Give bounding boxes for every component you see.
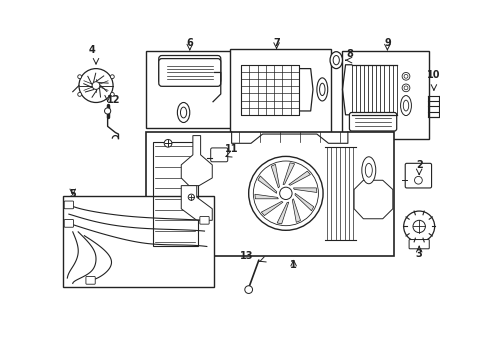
Polygon shape — [288, 171, 310, 185]
Polygon shape — [294, 193, 313, 211]
Polygon shape — [181, 186, 212, 220]
FancyBboxPatch shape — [86, 276, 95, 284]
Ellipse shape — [316, 78, 327, 101]
Text: 2: 2 — [415, 160, 422, 170]
Ellipse shape — [177, 103, 189, 122]
Polygon shape — [293, 188, 316, 193]
Circle shape — [248, 156, 323, 230]
FancyBboxPatch shape — [200, 216, 209, 224]
Circle shape — [188, 194, 194, 200]
Ellipse shape — [180, 107, 186, 118]
Polygon shape — [271, 164, 279, 188]
Text: 10: 10 — [427, 70, 440, 80]
Text: 9: 9 — [383, 38, 390, 48]
Circle shape — [403, 211, 434, 242]
Text: 12: 12 — [107, 95, 121, 105]
Circle shape — [92, 82, 100, 89]
Ellipse shape — [365, 163, 371, 177]
FancyBboxPatch shape — [349, 112, 396, 131]
FancyBboxPatch shape — [210, 148, 227, 162]
Ellipse shape — [319, 83, 325, 95]
Polygon shape — [261, 202, 283, 216]
Text: 11: 11 — [224, 144, 238, 154]
Polygon shape — [181, 136, 212, 186]
Polygon shape — [254, 194, 278, 199]
Bar — [146, 51, 233, 128]
Bar — [230, 49, 330, 138]
Ellipse shape — [400, 95, 410, 116]
Text: 5: 5 — [69, 189, 76, 199]
Polygon shape — [277, 202, 288, 224]
Circle shape — [401, 84, 409, 92]
Bar — [152, 142, 197, 246]
FancyBboxPatch shape — [159, 55, 220, 83]
Bar — [146, 132, 393, 256]
Circle shape — [403, 86, 407, 90]
FancyBboxPatch shape — [64, 220, 73, 227]
Text: 3: 3 — [415, 249, 422, 259]
Circle shape — [403, 75, 407, 78]
Text: 4: 4 — [88, 45, 95, 55]
Ellipse shape — [329, 52, 342, 69]
Text: 1: 1 — [290, 260, 296, 270]
Ellipse shape — [403, 100, 408, 111]
Polygon shape — [353, 180, 392, 219]
Circle shape — [279, 187, 291, 199]
Circle shape — [78, 93, 81, 96]
Text: 8: 8 — [346, 49, 353, 59]
FancyBboxPatch shape — [408, 239, 428, 249]
Ellipse shape — [332, 55, 339, 65]
Bar — [62, 196, 213, 287]
FancyBboxPatch shape — [159, 59, 220, 86]
Bar — [342, 51, 428, 139]
Circle shape — [414, 176, 422, 184]
Circle shape — [253, 161, 318, 226]
Text: 7: 7 — [273, 37, 279, 48]
FancyBboxPatch shape — [64, 201, 73, 209]
Circle shape — [244, 286, 252, 293]
Circle shape — [104, 108, 110, 114]
FancyBboxPatch shape — [405, 163, 431, 188]
Circle shape — [412, 220, 425, 233]
Circle shape — [79, 69, 113, 103]
Circle shape — [110, 93, 114, 96]
Bar — [241, 65, 299, 115]
Circle shape — [78, 75, 81, 78]
Polygon shape — [292, 199, 300, 222]
Text: 6: 6 — [186, 38, 193, 48]
Ellipse shape — [361, 157, 375, 184]
Circle shape — [110, 75, 114, 78]
Polygon shape — [283, 163, 294, 185]
Circle shape — [164, 139, 172, 147]
Circle shape — [401, 72, 409, 80]
Text: 13: 13 — [240, 251, 253, 261]
Polygon shape — [258, 176, 276, 193]
